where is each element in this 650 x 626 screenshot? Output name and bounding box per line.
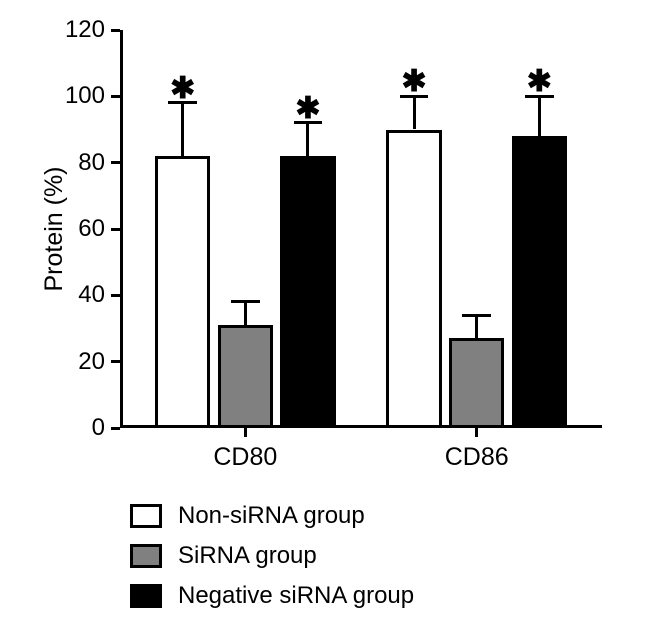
bar bbox=[449, 338, 504, 428]
y-tick bbox=[111, 294, 120, 297]
legend-item: Negative siRNA group bbox=[130, 582, 414, 610]
bar bbox=[218, 325, 273, 428]
legend: Non-siRNA group SiRNA group Negative siR… bbox=[130, 502, 414, 622]
significance-star: ✱ bbox=[295, 91, 320, 126]
bar bbox=[280, 156, 335, 428]
y-tick bbox=[111, 95, 120, 98]
error-bar bbox=[538, 96, 541, 136]
error-cap bbox=[231, 300, 260, 303]
legend-label: Negative siRNA group bbox=[178, 582, 414, 610]
bar-chart: Protein (%) ✱✱✱✱ 020406080100120CD80CD86 bbox=[20, 10, 630, 480]
error-cap bbox=[462, 314, 491, 317]
bar bbox=[155, 156, 210, 428]
legend-item: Non-siRNA group bbox=[130, 502, 414, 530]
legend-item: SiRNA group bbox=[130, 542, 414, 570]
error-bar bbox=[475, 315, 478, 338]
bar bbox=[386, 130, 441, 429]
y-tick-label: 120 bbox=[20, 16, 105, 44]
legend-label: SiRNA group bbox=[178, 542, 317, 570]
legend-swatch bbox=[130, 504, 162, 528]
y-tick-label: 100 bbox=[20, 82, 105, 110]
y-tick-label: 0 bbox=[20, 414, 105, 442]
significance-star: ✱ bbox=[401, 64, 426, 99]
y-tick bbox=[111, 161, 120, 164]
figure-container: Protein (%) ✱✱✱✱ 020406080100120CD80CD86… bbox=[0, 0, 650, 626]
y-tick bbox=[111, 228, 120, 231]
y-tick-label: 40 bbox=[20, 281, 105, 309]
y-tick-label: 80 bbox=[20, 149, 105, 177]
x-tick-label: CD80 bbox=[213, 443, 277, 472]
error-bar bbox=[306, 123, 309, 156]
error-bar bbox=[413, 96, 416, 129]
error-bar bbox=[181, 103, 184, 156]
error-bar bbox=[244, 302, 247, 325]
x-tick bbox=[475, 428, 478, 437]
x-tick bbox=[244, 428, 247, 437]
y-tick-label: 20 bbox=[20, 348, 105, 376]
bar bbox=[512, 136, 567, 428]
significance-star: ✱ bbox=[527, 64, 552, 99]
x-tick-label: CD86 bbox=[445, 443, 509, 472]
legend-swatch bbox=[130, 584, 162, 608]
plot-area: ✱ ✱ ✱ ✱ bbox=[120, 30, 602, 428]
legend-label: Non-siRNA group bbox=[178, 502, 365, 530]
y-tick bbox=[111, 427, 120, 430]
y-tick bbox=[111, 360, 120, 363]
y-tick bbox=[111, 29, 120, 32]
significance-star: ✱ bbox=[170, 71, 195, 106]
legend-swatch bbox=[130, 544, 162, 568]
y-tick-label: 60 bbox=[20, 215, 105, 243]
